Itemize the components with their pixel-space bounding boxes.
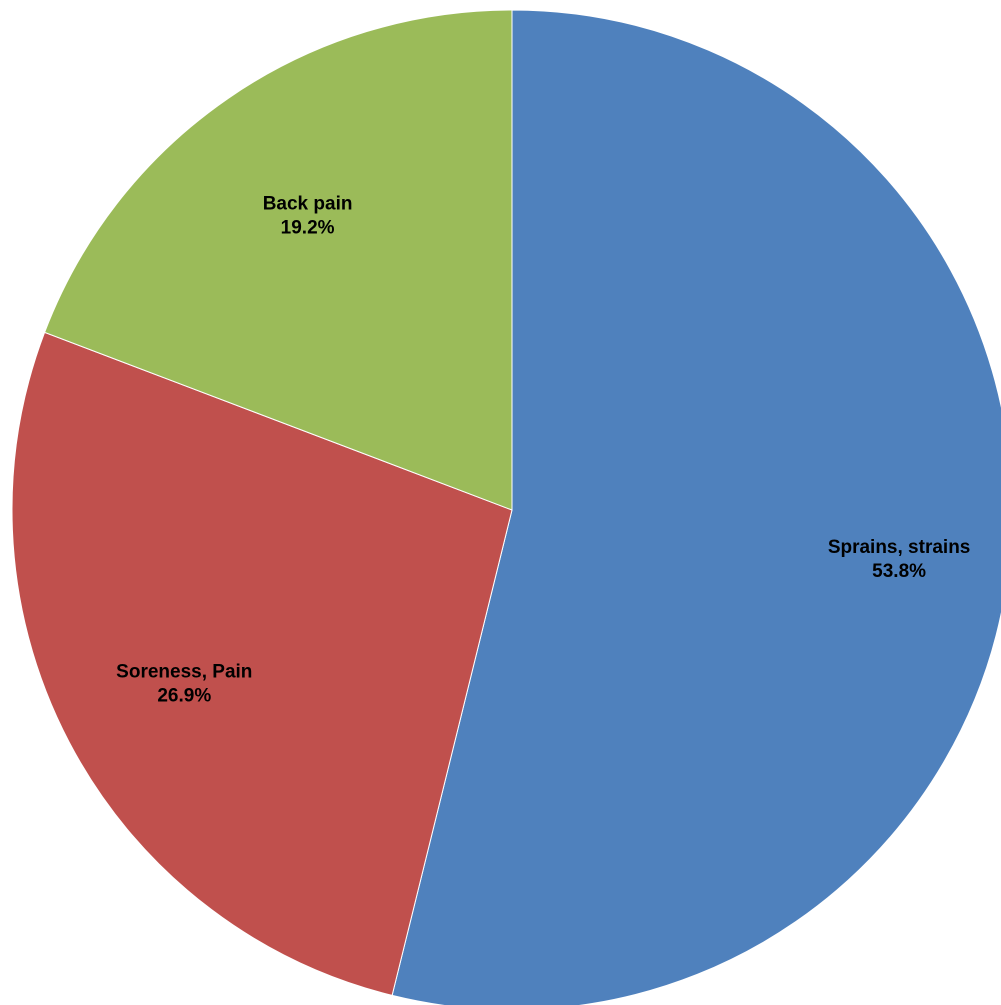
pie-slice-back-pain: [43, 9, 513, 511]
pie-slice-soreness-pain: [11, 331, 513, 997]
pie-labels: Sprains, strains 53.8% Soreness, Pain 26.9%…: [116, 194, 970, 707]
pie-slices: [11, 9, 1001, 1005]
slice-category-label: Sprains, strains: [828, 537, 971, 558]
slice-percent-label: 53.8%: [872, 561, 926, 582]
slice-category-label: Soreness, Pain: [116, 662, 252, 683]
slice-category-label: Back pain: [263, 194, 353, 215]
slice-label: Sprains, strains 53.8%: [828, 537, 971, 582]
pie-slice-sprains-strains: [391, 9, 1001, 1005]
slice-percent-label: 19.2%: [281, 218, 335, 239]
slice-label: Soreness, Pain 26.9%: [116, 662, 252, 707]
slice-percent-label: 26.9%: [157, 686, 211, 707]
slice-label: Back pain 19.2%: [263, 194, 353, 239]
